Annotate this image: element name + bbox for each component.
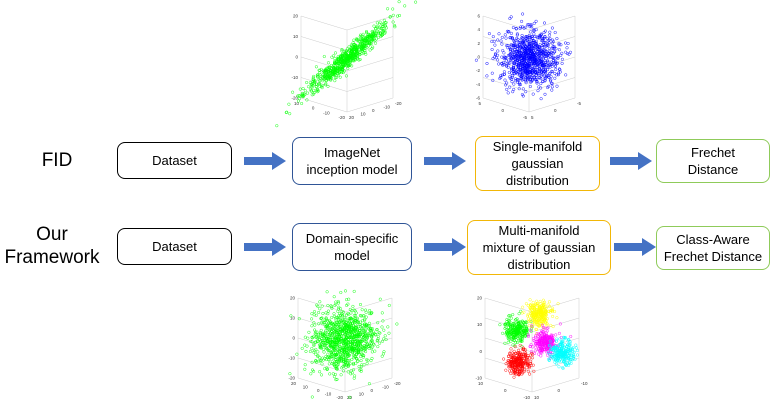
svg-text:-10: -10 — [475, 376, 482, 381]
svg-text:-10: -10 — [581, 381, 588, 386]
svg-text:-5: -5 — [523, 115, 527, 120]
svg-text:0: 0 — [504, 388, 507, 393]
row-label-our-framework: Our Framework — [4, 224, 100, 268]
ours-dataset-box: Dataset — [117, 228, 232, 265]
fid-frechet-distance-box: Frechet Distance — [656, 139, 770, 183]
svg-text:0: 0 — [371, 388, 374, 393]
svg-text:-20: -20 — [291, 96, 298, 101]
svg-text:10: 10 — [361, 112, 367, 117]
svg-text:5: 5 — [531, 115, 534, 120]
svg-text:-5: -5 — [577, 101, 581, 106]
svg-text:0: 0 — [479, 349, 482, 354]
fid-arrow-3 — [610, 152, 652, 170]
svg-text:-10: -10 — [323, 110, 330, 115]
svg-text:20: 20 — [290, 296, 296, 301]
ours-arrow-3 — [614, 238, 656, 256]
svg-text:0: 0 — [312, 106, 315, 111]
svg-text:0: 0 — [292, 336, 295, 341]
svg-text:-2: -2 — [476, 68, 480, 73]
svg-text:-6: -6 — [476, 96, 480, 101]
svg-text:20: 20 — [349, 115, 355, 120]
row-label-fid: FID — [41, 150, 73, 171]
svg-text:10: 10 — [477, 322, 483, 327]
svg-text:6: 6 — [477, 14, 480, 19]
ours-multi-manifold-box: Multi-manifold mixture of gaussian distr… — [467, 220, 611, 275]
svg-text:-10: -10 — [288, 356, 295, 361]
svg-text:10: 10 — [534, 395, 540, 400]
svg-text:-20: -20 — [288, 376, 295, 381]
fid-arrow-1 — [244, 152, 286, 170]
svg-text:20: 20 — [347, 395, 353, 400]
svg-text:0: 0 — [477, 55, 480, 60]
svg-text:5: 5 — [478, 101, 481, 106]
svg-text:-10: -10 — [523, 395, 530, 400]
svg-text:0: 0 — [501, 108, 504, 113]
svg-text:10: 10 — [293, 34, 299, 39]
svg-text:-10: -10 — [325, 392, 332, 397]
svg-text:0: 0 — [295, 55, 298, 60]
ours-arrow-2 — [424, 238, 466, 256]
ours-arrow-1 — [244, 238, 286, 256]
svg-text:-20: -20 — [338, 115, 345, 120]
svg-text:-10: -10 — [291, 75, 298, 80]
svg-text:-10: -10 — [384, 105, 391, 110]
svg-text:20: 20 — [293, 14, 299, 19]
svg-text:10: 10 — [290, 316, 296, 321]
svg-text:20: 20 — [477, 296, 483, 301]
fid-imagenet-model-box: ImageNet inception model — [292, 137, 412, 185]
svg-text:2: 2 — [477, 41, 480, 46]
svg-text:0: 0 — [372, 108, 375, 113]
svg-text:0: 0 — [317, 388, 320, 393]
ours-class-aware-box: Class-Aware Frechet Distance — [656, 226, 770, 270]
ours-domain-model-box: Domain-specific model — [292, 223, 412, 271]
svg-text:10: 10 — [294, 101, 300, 106]
svg-text:10: 10 — [359, 392, 365, 397]
svg-text:-20: -20 — [336, 395, 343, 400]
fid-single-manifold-box: Single-manifold gaussian distribution — [475, 136, 600, 191]
svg-text:20: 20 — [291, 381, 297, 386]
svg-text:10: 10 — [478, 381, 484, 386]
svg-text:10: 10 — [303, 385, 309, 390]
svg-text:0: 0 — [558, 388, 561, 393]
svg-text:4: 4 — [477, 27, 480, 32]
svg-text:-20: -20 — [395, 101, 402, 106]
svg-text:0: 0 — [554, 108, 557, 113]
svg-text:-4: -4 — [476, 82, 480, 87]
fid-arrow-2 — [424, 152, 466, 170]
svg-text:-20: -20 — [394, 381, 401, 386]
svg-text:-10: -10 — [382, 385, 389, 390]
fid-dataset-box: Dataset — [117, 142, 232, 179]
